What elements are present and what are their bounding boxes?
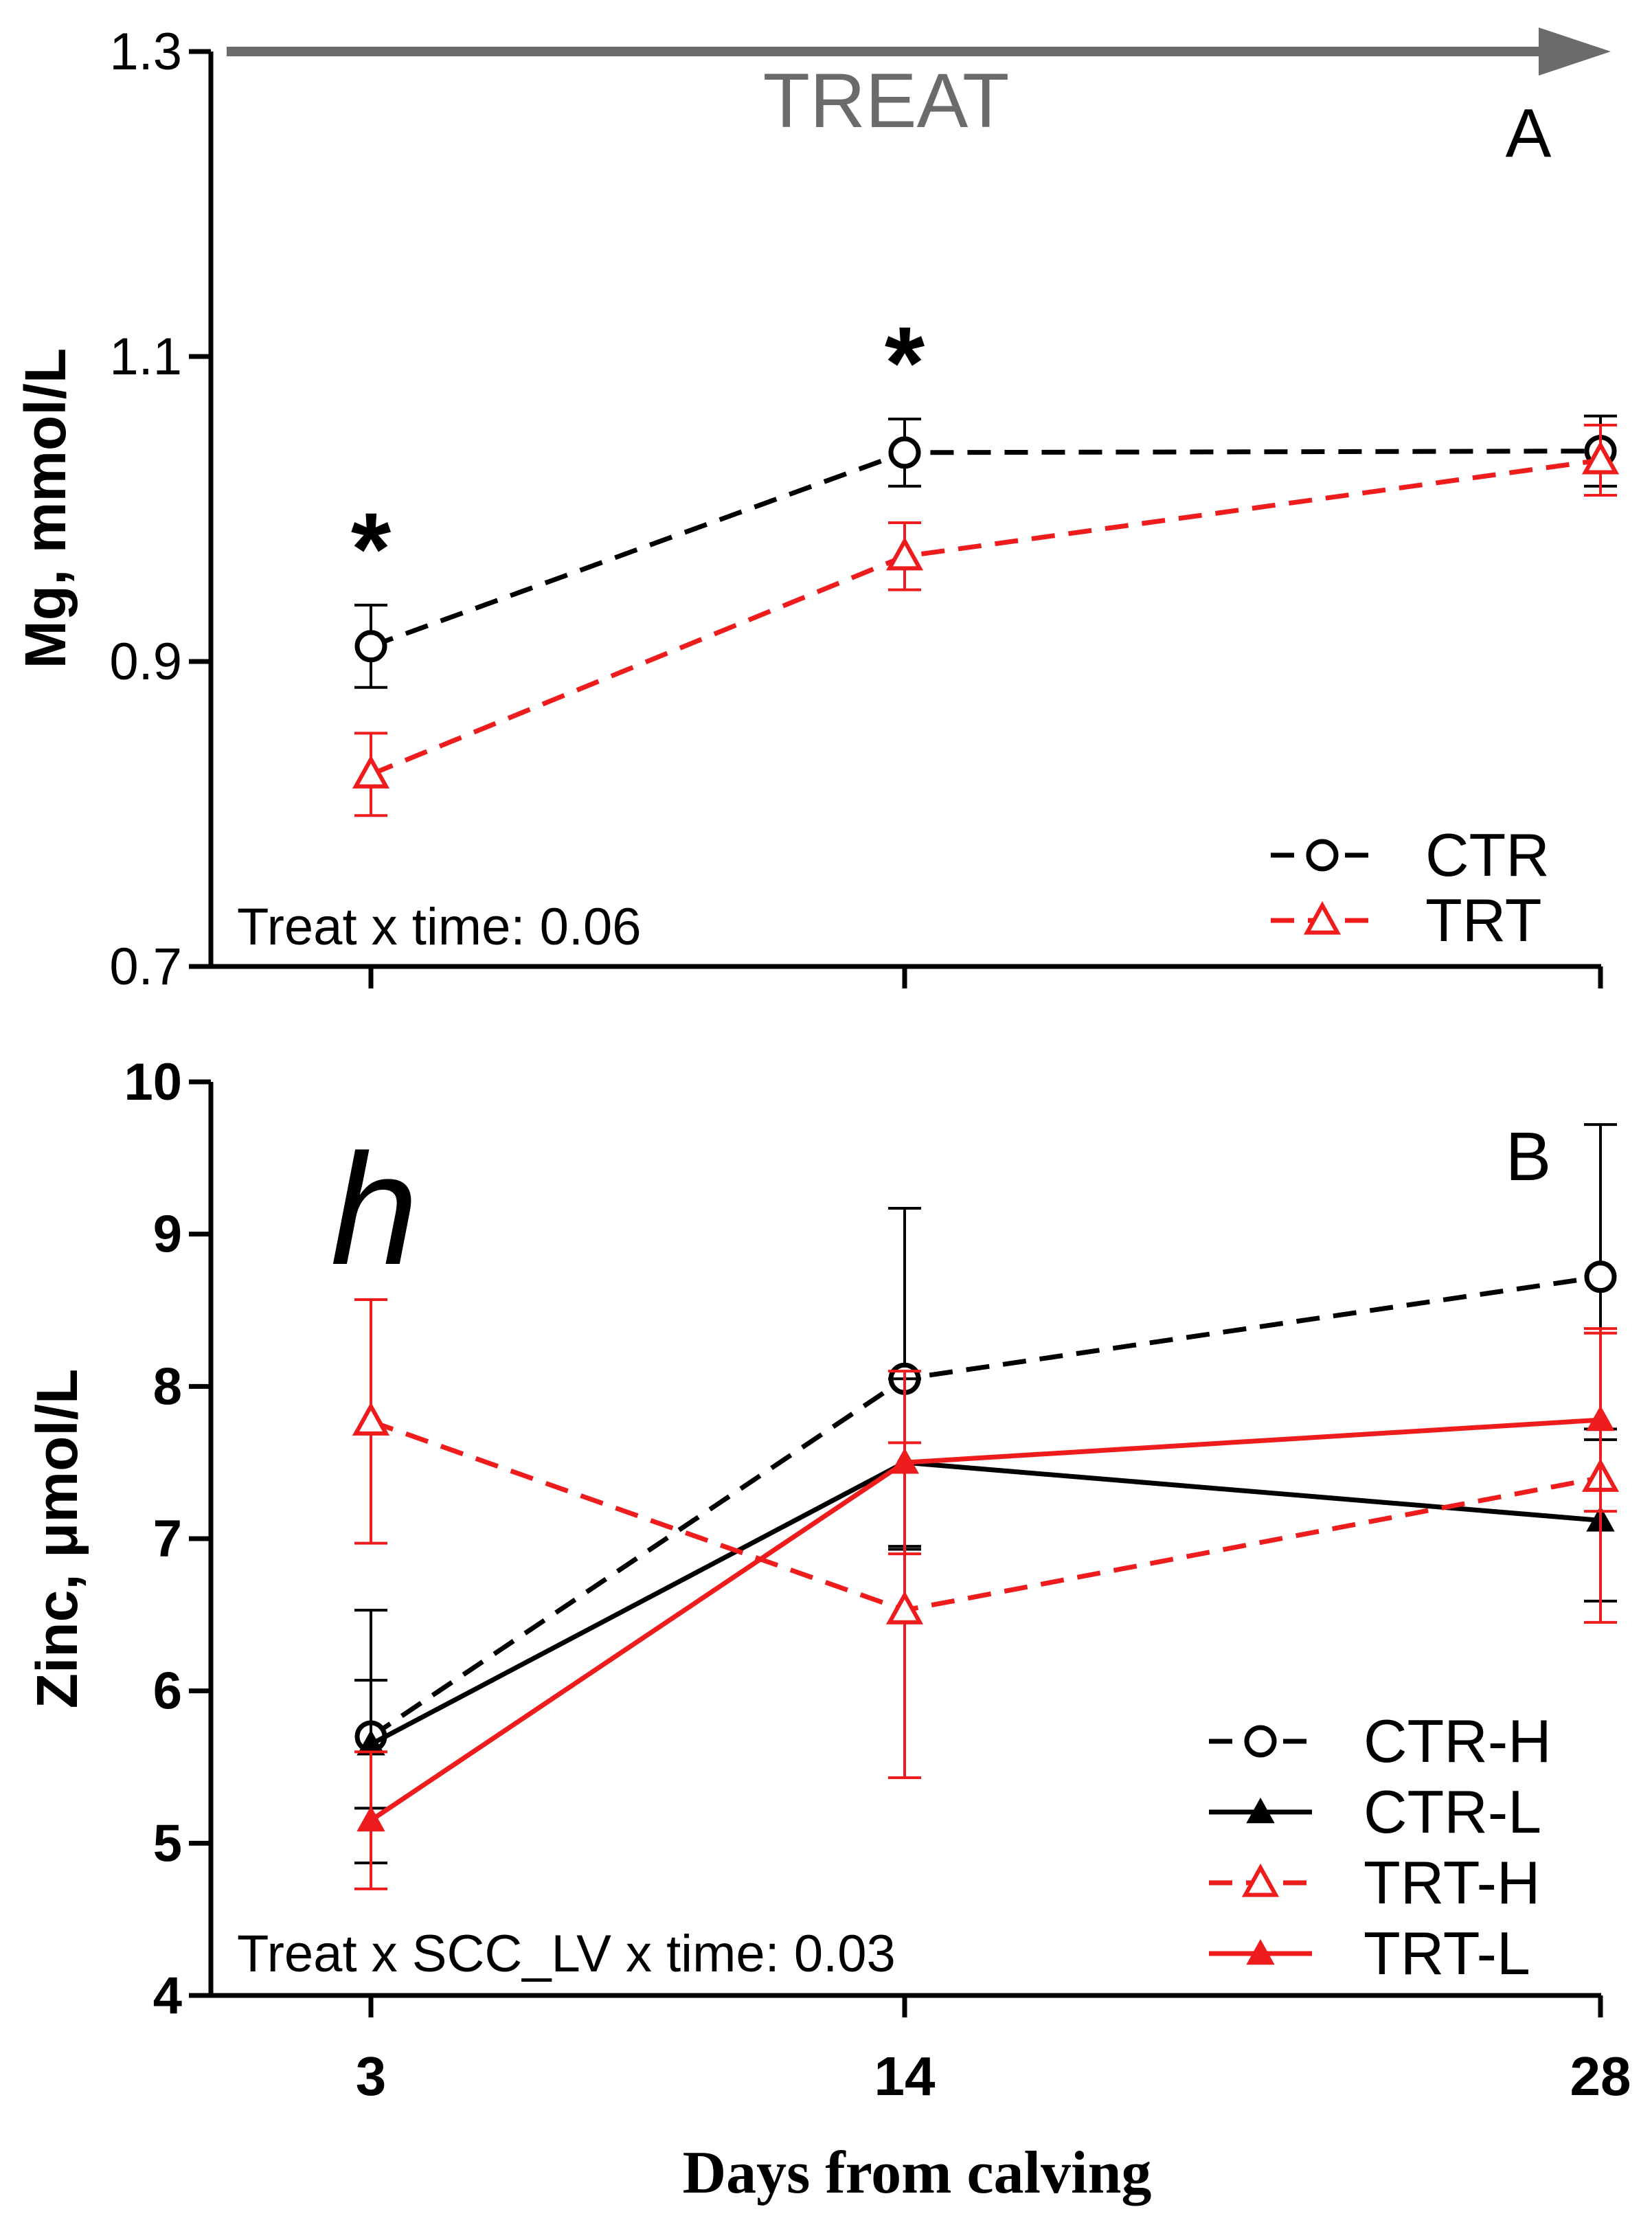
panel-b: 4 5 6 7 8 9 10 Zinc, μmol/L B h Treat x SCC_LV…: [25, 1053, 1620, 2025]
series-trt-l-point: [357, 1806, 385, 1832]
panel-b-ylabel: Zinc, μmol/L: [25, 1369, 89, 1709]
series-ctr-point: [354, 630, 387, 663]
series-trt-point: [1581, 440, 1620, 475]
legend-trt-l-label: TRT-L: [1364, 1919, 1530, 1987]
legend-ctr-label: CTR: [1425, 821, 1550, 889]
legend-ctr-l-marker: [1246, 1797, 1275, 1824]
panel-a-ytick-label: 0.9: [109, 633, 182, 691]
panel-b-mark: h: [330, 1121, 418, 1298]
x-axis-label: Days from calving: [683, 2140, 1152, 2206]
treat-arrow: TREAT: [227, 27, 1611, 144]
panel-a-ylabel: Mg, mmol/L: [13, 348, 78, 669]
panel-b-ytick-label: 9: [153, 1206, 182, 1264]
panel-a-ytick-label: 1.1: [109, 328, 182, 386]
panel-b-ytick-label: 8: [153, 1357, 182, 1416]
panel-b-ytick-label: 7: [153, 1510, 182, 1568]
significance-asterisk: *: [351, 491, 392, 607]
legend-ctr-h-marker: [1244, 1725, 1277, 1758]
legend-ctr-marker: [1306, 839, 1339, 872]
legend-trt-l-marker: [1246, 1938, 1275, 1965]
panel-b-ytick-label: 5: [153, 1814, 182, 1872]
treat-label: TREAT: [763, 58, 1010, 144]
legend-ctr-h-label: CTR-H: [1364, 1707, 1552, 1775]
panel-b-ytick-label: 6: [153, 1662, 182, 1721]
legend-trt-h-marker: [1241, 1863, 1280, 1897]
legend-trt-marker: [1303, 901, 1342, 935]
legend-ctr-l-label: CTR-L: [1364, 1778, 1541, 1846]
series-trt-point: [885, 536, 924, 571]
series-trt-h-point: [352, 1402, 390, 1436]
panel-b-annotation: Treat x SCC_LV x time: 0.03: [237, 1925, 896, 1983]
series-trt-h-point: [885, 1591, 924, 1625]
panel-a: 0.7 0.9 1.1 1.3 * * Mg, mmol/L A Treat x tim…: [13, 23, 1620, 996]
panel-b-ytick-label: 4: [153, 1967, 182, 2025]
x-tick-label: 3: [356, 2046, 387, 2107]
legend-trt-label: TRT: [1425, 886, 1541, 954]
panel-a-ytick-label: 1.3: [109, 23, 182, 81]
panel-b-letter: B: [1506, 1118, 1552, 1195]
panel-a-annotation: Treat x time: 0.06: [237, 898, 642, 956]
significance-asterisk: *: [885, 305, 925, 420]
series-ctr-h-point: [1584, 1260, 1617, 1293]
series-trt-l-point: [1586, 1405, 1615, 1432]
panel-a-ytick-label: 0.7: [109, 938, 182, 996]
series-trt-point: [352, 755, 390, 789]
legend-trt-h-label: TRT-H: [1364, 1848, 1540, 1916]
x-tick-label: 28: [1570, 2046, 1631, 2107]
treat-arrow-head: [1539, 27, 1611, 76]
panel-b-ytick-label: 10: [124, 1053, 182, 1111]
series-ctr-point: [888, 436, 921, 469]
series-trt-l-point: [890, 1448, 919, 1474]
x-tick-label: 14: [874, 2046, 936, 2107]
panel-a-letter: A: [1506, 95, 1552, 172]
